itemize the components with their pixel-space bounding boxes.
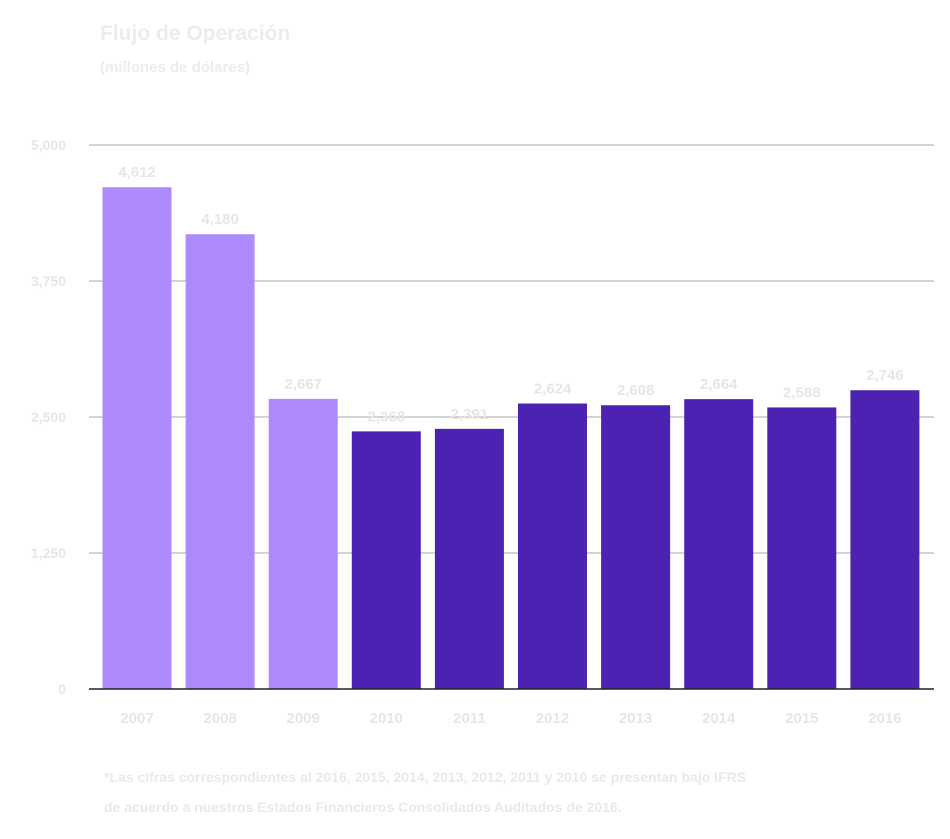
x-tick-label: 2016 — [868, 710, 901, 727]
x-tick-label: 2013 — [619, 710, 652, 727]
footnote-line-1: *Las cifras correspondientes al 2016, 20… — [104, 769, 747, 785]
y-tick-label: 2,500 — [31, 409, 66, 425]
bar-2009 — [268, 398, 338, 689]
footnote: *Las cifras correspondientes al 2016, 20… — [104, 762, 934, 822]
bar-value-label: 2,624 — [534, 381, 572, 398]
x-tick-label: 2012 — [536, 710, 569, 727]
bar-value-label: 2,746 — [866, 367, 904, 384]
x-tick-label: 2014 — [702, 710, 736, 727]
y-tick-label: 5,000 — [31, 137, 66, 153]
x-tick-label: 2010 — [370, 710, 403, 727]
bar-value-label: 2,368 — [368, 408, 406, 425]
x-axis-labels: 2007 2008 2009 2010 2011 2012 2013 2014 2015 2016 — [120, 710, 901, 727]
x-tick-label: 2015 — [785, 710, 818, 727]
y-tick-label: 1,250 — [31, 545, 66, 561]
x-tick-label: 2011 — [453, 710, 486, 727]
bar-value-labels: 4,612 4,180 2,667 2,368 2,391 2,624 2,608 2,664… — [118, 164, 903, 425]
bar-chart: 0 1,250 2,500 3,750 5,000 4,612 4,180 2,667 2,3… — [31, 137, 934, 727]
y-tick-label: 3,750 — [31, 273, 66, 289]
bar-2010 — [351, 431, 421, 689]
bar-2014 — [684, 399, 754, 689]
x-tick-label: 2009 — [287, 710, 320, 727]
footnote-line-2: de acuerdo a nuestros Estados Financiero… — [104, 799, 622, 815]
bar-2007 — [102, 187, 172, 689]
x-tick-label: 2007 — [120, 710, 153, 727]
x-tick-label: 2008 — [203, 710, 236, 727]
chart-title: Flujo de Operación — [100, 22, 291, 45]
bar-2011 — [434, 428, 504, 689]
bar-value-label: 4,612 — [118, 164, 156, 181]
bar-value-label: 2,588 — [783, 384, 821, 401]
bar-2012 — [518, 403, 587, 689]
y-tick-label: 0 — [58, 681, 66, 697]
bars — [102, 187, 920, 689]
bar-value-label: 2,667 — [284, 376, 322, 393]
bar-2008 — [185, 234, 255, 689]
chart-subtitle: (millones de dólares) — [100, 59, 251, 76]
y-axis-labels: 0 1,250 2,500 3,750 5,000 — [31, 137, 66, 697]
bar-2013 — [601, 405, 671, 689]
bar-value-label: 4,180 — [201, 211, 239, 228]
bar-value-label: 2,391 — [451, 406, 489, 423]
bar-2016 — [850, 390, 920, 689]
bar-2015 — [767, 407, 837, 689]
bar-value-label: 2,664 — [700, 376, 738, 393]
bar-value-label: 2,608 — [617, 382, 655, 399]
